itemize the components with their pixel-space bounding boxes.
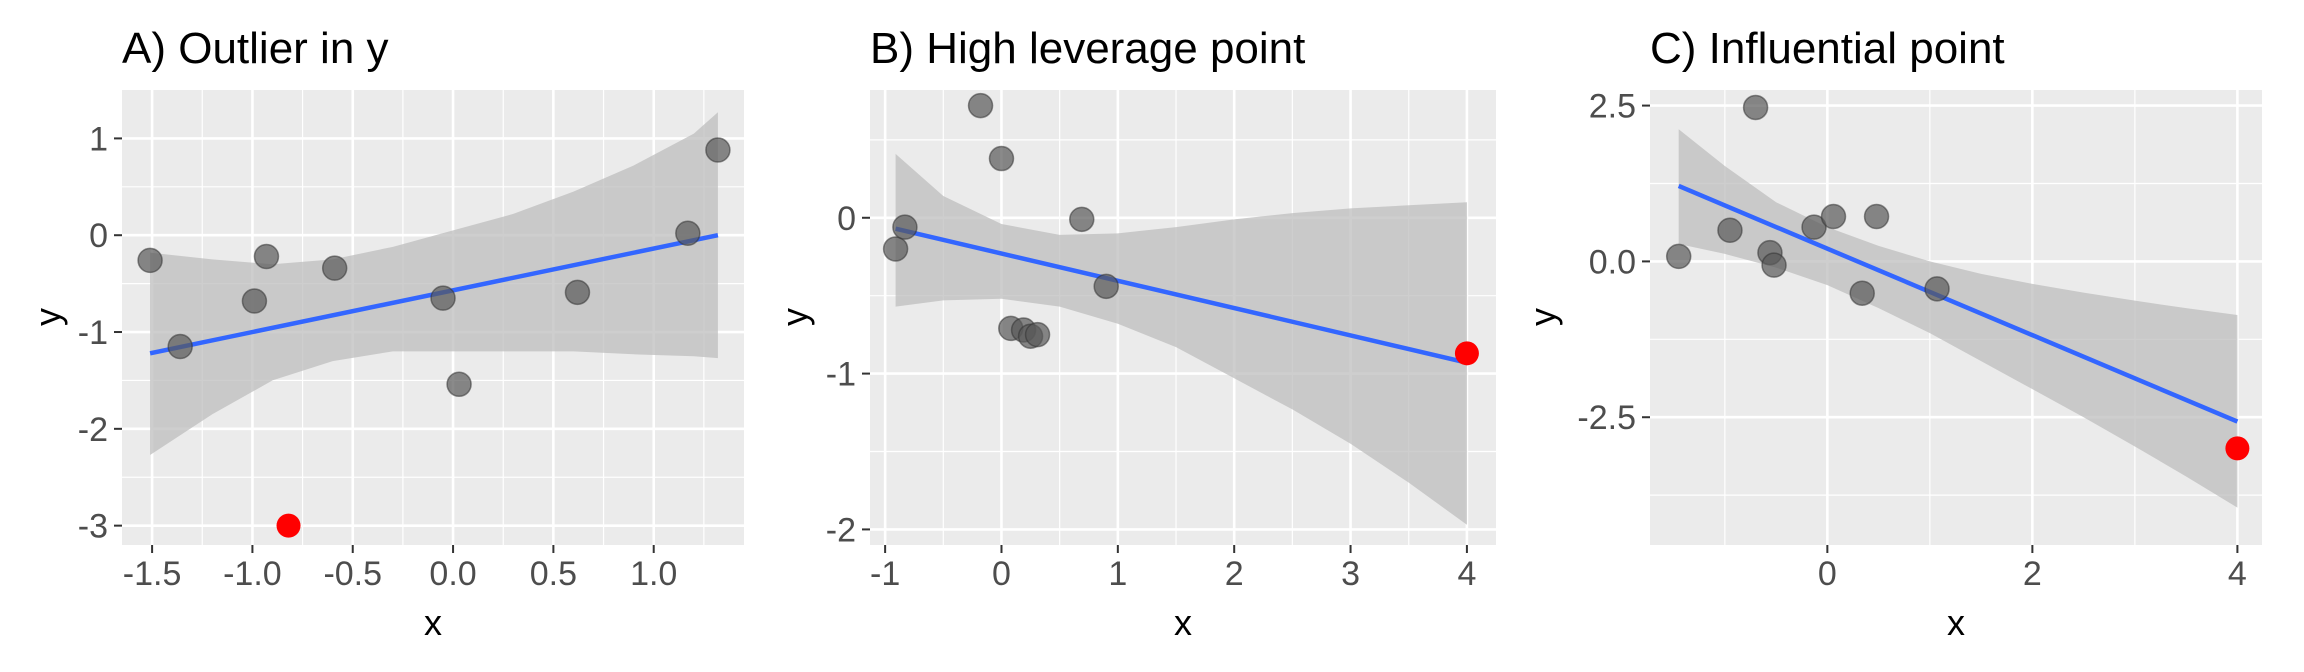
y-tick-label: -1 <box>826 356 856 394</box>
y-tick-label: 0.0 <box>1589 243 1636 281</box>
y-tick-label: 1 <box>89 120 108 158</box>
data-point <box>1863 203 1890 230</box>
data-point <box>564 279 591 306</box>
x-tick-label: -1 <box>870 555 900 593</box>
data-point <box>1069 206 1095 233</box>
data-point <box>1924 276 1950 302</box>
panel-b: B) High leverage point -1 0 1 2 3 4 -2 -1 0 x y <box>774 24 1496 643</box>
panel-a: A) Outlier in y -1.5 -1.0 -0.5 0.0 0.5 1.0-3-… <box>27 24 744 643</box>
x-tick-label: 0 <box>1818 555 1837 593</box>
data-point <box>988 145 1015 172</box>
x-tick-label: 2 <box>2023 555 2042 593</box>
data-point <box>137 247 163 274</box>
x-tick-label: 4 <box>1457 555 1476 593</box>
y-tick-label: -2.5 <box>1577 399 1636 437</box>
data-point <box>1093 273 1119 300</box>
axis-ticks: -1 0 1 2 3 4 -2 -1 0 <box>826 200 1477 593</box>
data-point <box>1024 321 1051 348</box>
y-axis-label: y <box>774 308 815 326</box>
y-axis-label: y <box>27 308 68 326</box>
data-point <box>1717 217 1743 243</box>
x-tick-label: -1.5 <box>123 555 182 593</box>
x-tick-label: 0.0 <box>429 555 476 593</box>
data-point <box>882 236 909 262</box>
y-tick-label: 0 <box>837 200 856 238</box>
regression-line <box>895 226 1468 365</box>
x-tick-label: 3 <box>1341 555 1360 593</box>
data-point <box>675 220 701 247</box>
y-tick-label: 2.5 <box>1589 88 1636 126</box>
x-tick-label: 0.5 <box>530 555 577 593</box>
y-axis-label: y <box>1522 308 1563 326</box>
x-tick-label: 0 <box>992 555 1011 593</box>
axis-ticks: -1.5 -1.0 -0.5 0.0 0.5 1.0 -3 -2 -1 0 1 <box>78 120 678 593</box>
panel-title: C) Influential point <box>1650 24 2005 73</box>
data-point <box>967 92 994 119</box>
y-tick-label: -2 <box>78 411 108 449</box>
highlighted-point <box>276 513 301 538</box>
x-tick-label: 1.0 <box>630 555 677 593</box>
x-tick-label: 4 <box>2228 555 2247 593</box>
data-point <box>1761 252 1787 278</box>
data-point <box>1849 280 1875 306</box>
x-tick-label: 1 <box>1108 555 1127 593</box>
data-point <box>253 243 280 270</box>
x-axis-label: x <box>424 602 442 643</box>
panel-title: A) Outlier in y <box>122 24 389 73</box>
data-points <box>137 137 731 538</box>
data-points <box>882 92 1479 366</box>
data-point <box>1665 243 1692 270</box>
x-tick-label: -0.5 <box>323 555 382 593</box>
y-tick-label: -1 <box>78 314 108 352</box>
data-point <box>1801 214 1827 240</box>
confidence-band-area <box>895 153 1467 525</box>
confidence-band <box>150 112 718 455</box>
x-axis-label: x <box>1947 602 1965 643</box>
data-point <box>241 288 268 314</box>
x-axis-label: x <box>1174 602 1192 643</box>
x-tick-label: -1.0 <box>223 555 282 593</box>
confidence-band-area <box>150 112 718 455</box>
x-tick-label: 2 <box>1225 555 1244 593</box>
data-point <box>430 285 456 311</box>
data-point <box>892 214 918 240</box>
y-tick-label: -2 <box>826 511 856 549</box>
axis-ticks: 0 2 4 -2.5 0.0 2.5 <box>1577 88 2246 593</box>
highlighted-point <box>1454 341 1479 366</box>
data-point <box>705 137 731 163</box>
panel-c: C) Influential point 0 2 4 -2.5 0.0 2.5 x y <box>1522 24 2262 643</box>
data-point <box>321 255 348 281</box>
regression-line <box>1677 183 2239 424</box>
data-point <box>167 333 193 360</box>
confidence-band <box>895 153 1467 525</box>
y-tick-label: -3 <box>78 508 108 546</box>
panel-title: B) High leverage point <box>870 24 1305 73</box>
data-points <box>1665 94 2250 461</box>
fit-line <box>895 226 1468 365</box>
data-point <box>1820 203 1847 230</box>
data-point <box>1742 94 1769 121</box>
y-tick-label: 0 <box>89 217 108 255</box>
highlighted-point <box>2225 436 2250 461</box>
fit-line <box>1677 183 2239 424</box>
data-point <box>446 371 472 398</box>
